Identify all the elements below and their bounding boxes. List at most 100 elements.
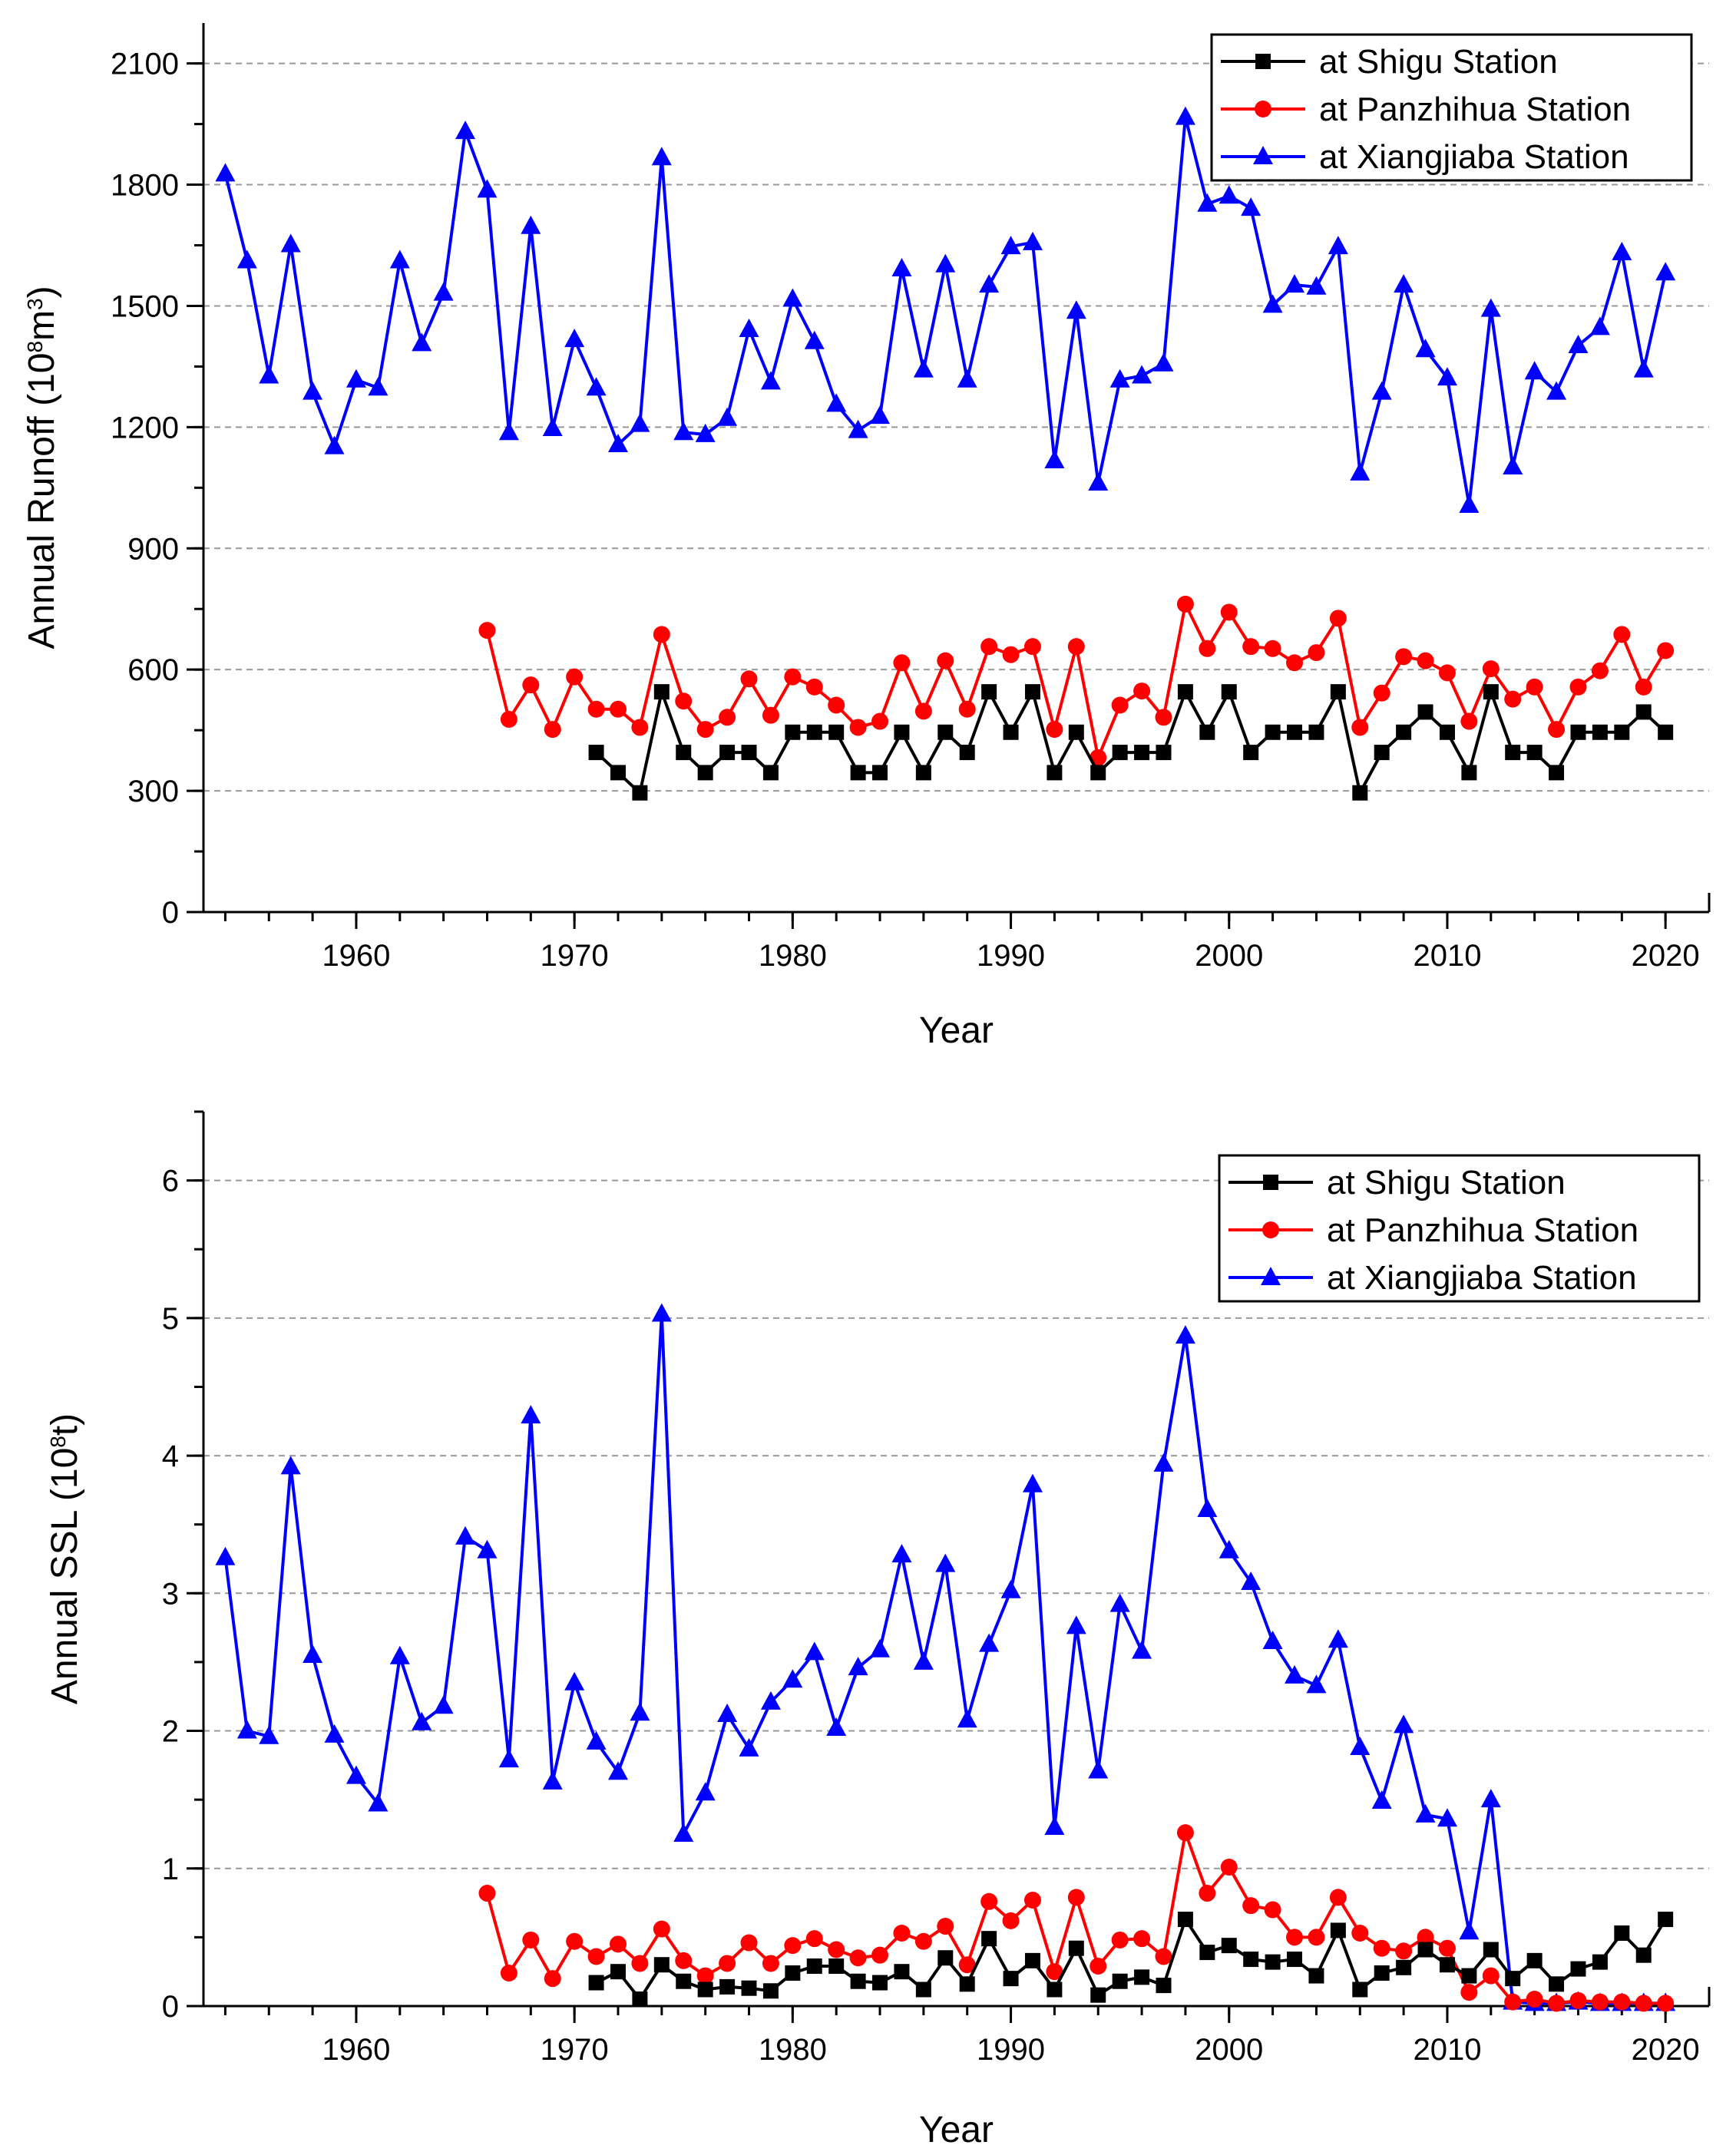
data-point-circle xyxy=(1569,678,1587,696)
x-tick-label: 2000 xyxy=(1195,939,1263,973)
data-point-square xyxy=(1047,765,1063,781)
data-point-triangle xyxy=(1480,1789,1501,1808)
data-point-triangle xyxy=(1524,361,1545,380)
y-tick-label: 5 xyxy=(162,1302,179,1336)
data-point-triangle xyxy=(782,1669,803,1688)
data-point-circle xyxy=(653,1920,670,1938)
series-line xyxy=(223,1312,1666,2005)
data-point-circle xyxy=(1111,696,1129,714)
data-point-square xyxy=(1417,704,1433,720)
data-point-square xyxy=(850,1973,866,1989)
data-point-triangle xyxy=(804,1641,825,1661)
data-point-circle xyxy=(1657,642,1675,659)
y-tick-label: 600 xyxy=(127,653,179,687)
x-tick-label: 1980 xyxy=(759,2033,827,2067)
data-point-square xyxy=(1505,745,1521,761)
data-point-triangle xyxy=(607,433,628,452)
data-point-triangle xyxy=(1044,1816,1065,1835)
data-point-triangle xyxy=(979,1633,1000,1652)
data-point-circle xyxy=(500,710,517,728)
data-point-triangle xyxy=(1022,231,1043,250)
y-axis-title-part: m xyxy=(21,310,62,341)
data-point-circle xyxy=(849,1949,867,1967)
data-point-square xyxy=(1439,724,1455,740)
data-point-triangle xyxy=(1000,236,1021,255)
data-point-triangle xyxy=(1219,1539,1239,1558)
data-point-square xyxy=(610,765,626,781)
data-point-square xyxy=(1417,1942,1433,1958)
data-point-triangle xyxy=(215,163,236,182)
data-point-circle xyxy=(1351,1925,1369,1942)
data-point-triangle xyxy=(389,250,410,269)
data-point-triangle xyxy=(1328,1629,1348,1648)
data-point-triangle xyxy=(1175,1325,1195,1344)
y-axis-title-superscript: 3 xyxy=(23,298,47,310)
data-point-square xyxy=(1199,724,1215,740)
x-tick-label: 1960 xyxy=(322,939,390,973)
data-point-circle xyxy=(478,1885,496,1902)
data-point-circle xyxy=(631,719,649,736)
data-point-square xyxy=(1330,1922,1346,1939)
data-point-square xyxy=(1265,724,1281,740)
data-point-square xyxy=(1374,1965,1390,1981)
y-tick-label: 0 xyxy=(162,896,179,930)
data-point-circle xyxy=(609,700,627,718)
data-point-triangle xyxy=(236,1720,257,1739)
legend-marker-circle xyxy=(1262,1221,1279,1238)
data-point-triangle xyxy=(1044,450,1065,469)
data-point-circle xyxy=(980,1892,998,1910)
data-point-triangle xyxy=(1655,262,1676,281)
legend-marker-triangle xyxy=(1261,1267,1281,1285)
data-point-triangle xyxy=(717,407,738,426)
data-point-circle xyxy=(1155,1948,1172,1965)
data-point-circle xyxy=(980,638,998,656)
data-point-square xyxy=(959,745,975,761)
data-point-triangle xyxy=(870,1638,891,1658)
data-point-triangle xyxy=(826,1717,847,1736)
data-point-circle xyxy=(740,1934,758,1952)
data-point-triangle xyxy=(739,1737,759,1757)
data-point-triangle xyxy=(1394,1714,1414,1734)
data-point-triangle xyxy=(760,371,781,390)
data-point-triangle xyxy=(1459,494,1480,513)
y-tick-label: 1800 xyxy=(111,169,179,203)
data-point-triangle xyxy=(717,1704,738,1723)
data-point-square xyxy=(1090,765,1106,781)
data-point-triangle xyxy=(280,1456,301,1475)
data-point-circle xyxy=(566,1932,584,1950)
series-square xyxy=(588,684,1674,801)
data-point-square xyxy=(1003,724,1019,740)
data-point-triangle xyxy=(1285,1664,1305,1684)
data-point-triangle xyxy=(1153,352,1174,372)
data-point-square xyxy=(1156,1978,1172,1994)
data-point-square xyxy=(1243,1952,1259,1968)
data-point-triangle xyxy=(1262,1631,1283,1650)
data-point-triangle xyxy=(1568,335,1589,354)
data-point-triangle xyxy=(368,377,389,396)
data-point-circle xyxy=(1395,648,1413,666)
data-point-circle xyxy=(1460,1984,1478,2001)
data-point-circle xyxy=(566,668,584,686)
legend-label: at Xiangjiaba Station xyxy=(1319,138,1629,176)
data-point-triangle xyxy=(346,369,366,388)
data-point-square xyxy=(1156,745,1172,761)
data-point-circle xyxy=(587,700,605,718)
data-point-triangle xyxy=(979,274,1000,293)
data-point-triangle xyxy=(1197,193,1218,212)
data-point-square xyxy=(828,1958,845,1975)
data-point-square xyxy=(1112,1973,1128,1989)
data-point-triangle xyxy=(1132,365,1152,384)
data-point-circle xyxy=(1635,1995,1652,2012)
y-axis-title-part: Annual SSL (10 xyxy=(45,1448,85,1704)
data-point-triangle xyxy=(1589,316,1610,335)
data-point-square xyxy=(719,745,736,761)
data-point-square xyxy=(1352,785,1368,801)
data-point-square xyxy=(850,765,866,781)
data-point-circle xyxy=(1199,1885,1216,1902)
data-point-circle xyxy=(1329,1889,1347,1906)
data-point-square xyxy=(741,745,757,761)
data-point-circle xyxy=(958,700,976,718)
data-point-triangle xyxy=(630,1702,650,1721)
data-point-square xyxy=(1614,724,1630,740)
data-point-triangle xyxy=(804,330,825,349)
